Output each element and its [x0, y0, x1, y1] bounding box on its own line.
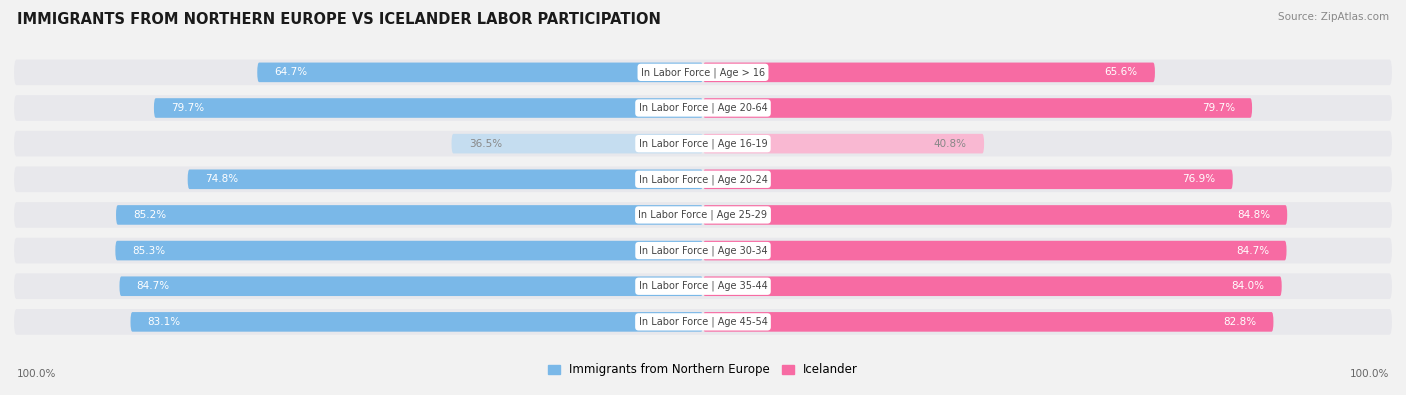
Text: Source: ZipAtlas.com: Source: ZipAtlas.com	[1278, 12, 1389, 22]
FancyBboxPatch shape	[703, 276, 1282, 296]
FancyBboxPatch shape	[14, 95, 1392, 121]
FancyBboxPatch shape	[187, 169, 703, 189]
Text: In Labor Force | Age 20-24: In Labor Force | Age 20-24	[638, 174, 768, 184]
FancyBboxPatch shape	[14, 309, 1392, 335]
Text: 84.0%: 84.0%	[1232, 281, 1264, 291]
FancyBboxPatch shape	[14, 273, 1392, 299]
Text: 84.7%: 84.7%	[136, 281, 170, 291]
FancyBboxPatch shape	[703, 169, 1233, 189]
Text: IMMIGRANTS FROM NORTHERN EUROPE VS ICELANDER LABOR PARTICIPATION: IMMIGRANTS FROM NORTHERN EUROPE VS ICELA…	[17, 12, 661, 27]
Text: 65.6%: 65.6%	[1105, 68, 1137, 77]
Text: In Labor Force | Age 30-34: In Labor Force | Age 30-34	[638, 245, 768, 256]
Text: 84.8%: 84.8%	[1237, 210, 1270, 220]
FancyBboxPatch shape	[703, 241, 1286, 260]
Text: 76.9%: 76.9%	[1182, 174, 1216, 184]
Text: 85.3%: 85.3%	[132, 246, 166, 256]
FancyBboxPatch shape	[14, 131, 1392, 156]
FancyBboxPatch shape	[451, 134, 703, 153]
FancyBboxPatch shape	[703, 62, 1154, 82]
Text: 85.2%: 85.2%	[134, 210, 166, 220]
FancyBboxPatch shape	[257, 62, 703, 82]
FancyBboxPatch shape	[703, 205, 1288, 225]
Text: In Labor Force | Age 20-64: In Labor Force | Age 20-64	[638, 103, 768, 113]
Text: In Labor Force | Age 16-19: In Labor Force | Age 16-19	[638, 138, 768, 149]
FancyBboxPatch shape	[153, 98, 703, 118]
Text: In Labor Force | Age 45-54: In Labor Force | Age 45-54	[638, 317, 768, 327]
FancyBboxPatch shape	[14, 238, 1392, 263]
FancyBboxPatch shape	[14, 60, 1392, 85]
Text: 82.8%: 82.8%	[1223, 317, 1256, 327]
FancyBboxPatch shape	[703, 134, 984, 153]
FancyBboxPatch shape	[117, 205, 703, 225]
Text: In Labor Force | Age 25-29: In Labor Force | Age 25-29	[638, 210, 768, 220]
Text: 40.8%: 40.8%	[934, 139, 967, 149]
FancyBboxPatch shape	[14, 166, 1392, 192]
Text: 79.7%: 79.7%	[1202, 103, 1234, 113]
Text: 79.7%: 79.7%	[172, 103, 204, 113]
FancyBboxPatch shape	[703, 98, 1253, 118]
Text: In Labor Force | Age 35-44: In Labor Force | Age 35-44	[638, 281, 768, 292]
FancyBboxPatch shape	[115, 241, 703, 260]
Legend: Immigrants from Northern Europe, Icelander: Immigrants from Northern Europe, Iceland…	[543, 359, 863, 381]
Text: In Labor Force | Age > 16: In Labor Force | Age > 16	[641, 67, 765, 77]
Text: 84.7%: 84.7%	[1236, 246, 1270, 256]
Text: 74.8%: 74.8%	[205, 174, 238, 184]
Text: 100.0%: 100.0%	[1350, 369, 1389, 379]
Text: 100.0%: 100.0%	[17, 369, 56, 379]
FancyBboxPatch shape	[14, 202, 1392, 228]
Text: 83.1%: 83.1%	[148, 317, 181, 327]
FancyBboxPatch shape	[703, 312, 1274, 332]
Text: 36.5%: 36.5%	[468, 139, 502, 149]
Text: 64.7%: 64.7%	[274, 68, 308, 77]
FancyBboxPatch shape	[131, 312, 703, 332]
FancyBboxPatch shape	[120, 276, 703, 296]
